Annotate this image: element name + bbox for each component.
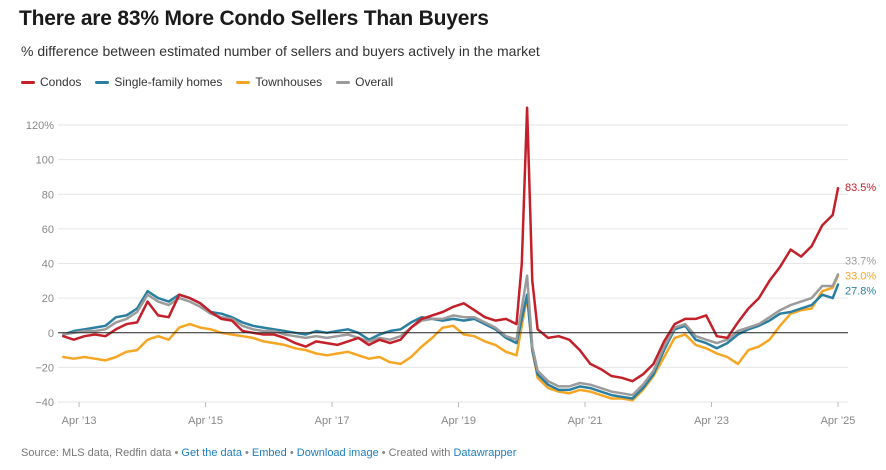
gridlines: −40 −20 0 20 40 60 80 100 120% xyxy=(26,120,848,409)
legend-item-condos: Condos xyxy=(21,75,81,89)
townhouses-end-label: 33.0% xyxy=(845,271,876,283)
x-tick-label: Apr ’17 xyxy=(315,415,350,427)
legend-swatch-overall xyxy=(336,80,351,84)
legend-item-single-family: Single-family homes xyxy=(95,75,222,89)
end-labels: 83.5% 27.8% 33.0% 33.7% xyxy=(845,182,876,297)
x-tick-label: Apr ’21 xyxy=(568,415,603,427)
legend-swatch-townhouses xyxy=(236,80,251,84)
x-tick-label: Apr ’15 xyxy=(188,415,223,427)
embed-link[interactable]: Embed xyxy=(251,447,287,459)
y-tick-label: 80 xyxy=(42,189,54,201)
footer: Source: MLS data, Redfin data • Get the … xyxy=(21,447,517,459)
single-family-end-label: 27.8% xyxy=(845,286,876,298)
legend-label-overall: Overall xyxy=(355,75,394,89)
created-with-text: Created with xyxy=(388,447,454,459)
y-tick-label: 0 xyxy=(48,328,54,340)
x-tick-label: Apr ’23 xyxy=(694,415,729,427)
x-axis: Apr ’13 Apr ’15 Apr ’17 Apr ’19 Apr ’21 Apr ’… xyxy=(62,402,856,427)
x-tick-label: Apr ’25 xyxy=(821,415,856,427)
y-tick-label: 120% xyxy=(26,120,54,132)
x-tick-label: Apr ’19 xyxy=(441,415,476,427)
y-tick-label: 60 xyxy=(42,224,54,236)
legend: Condos Single-family homes Townhouses Ov… xyxy=(21,75,407,89)
series-lines xyxy=(62,106,840,402)
overall-line xyxy=(62,273,840,397)
condos-end-label: 83.5% xyxy=(845,182,876,194)
legend-label-condos: Condos xyxy=(40,75,82,89)
condos-line xyxy=(62,106,840,383)
download-image-link[interactable]: Download image xyxy=(296,447,379,459)
overall-end-label: 33.7% xyxy=(845,255,876,267)
legend-item-townhouses: Townhouses xyxy=(236,75,322,89)
y-tick-label: 20 xyxy=(42,293,54,305)
source-text: Source: MLS data, Redfin data xyxy=(21,447,172,459)
datawrapper-link[interactable]: Datawrapper xyxy=(453,447,517,459)
legend-swatch-single-family xyxy=(95,80,110,84)
legend-swatch-condos xyxy=(21,80,35,84)
y-tick-label: −20 xyxy=(35,362,54,374)
legend-item-overall: Overall xyxy=(336,75,393,89)
get-the-data-link[interactable]: Get the data xyxy=(181,447,242,459)
chart-title: There are 83% More Condo Sellers Than Bu… xyxy=(19,7,489,30)
x-tick-label: Apr ’13 xyxy=(62,415,97,427)
y-tick-label: 100 xyxy=(36,155,54,167)
legend-label-single-family: Single-family homes xyxy=(114,75,223,89)
chart-subtitle: % difference between estimated number of… xyxy=(21,43,540,59)
legend-label-townhouses: Townhouses xyxy=(255,75,323,89)
y-tick-label: 40 xyxy=(42,259,54,271)
y-tick-label: −40 xyxy=(35,397,54,409)
townhouses-line xyxy=(62,274,840,402)
